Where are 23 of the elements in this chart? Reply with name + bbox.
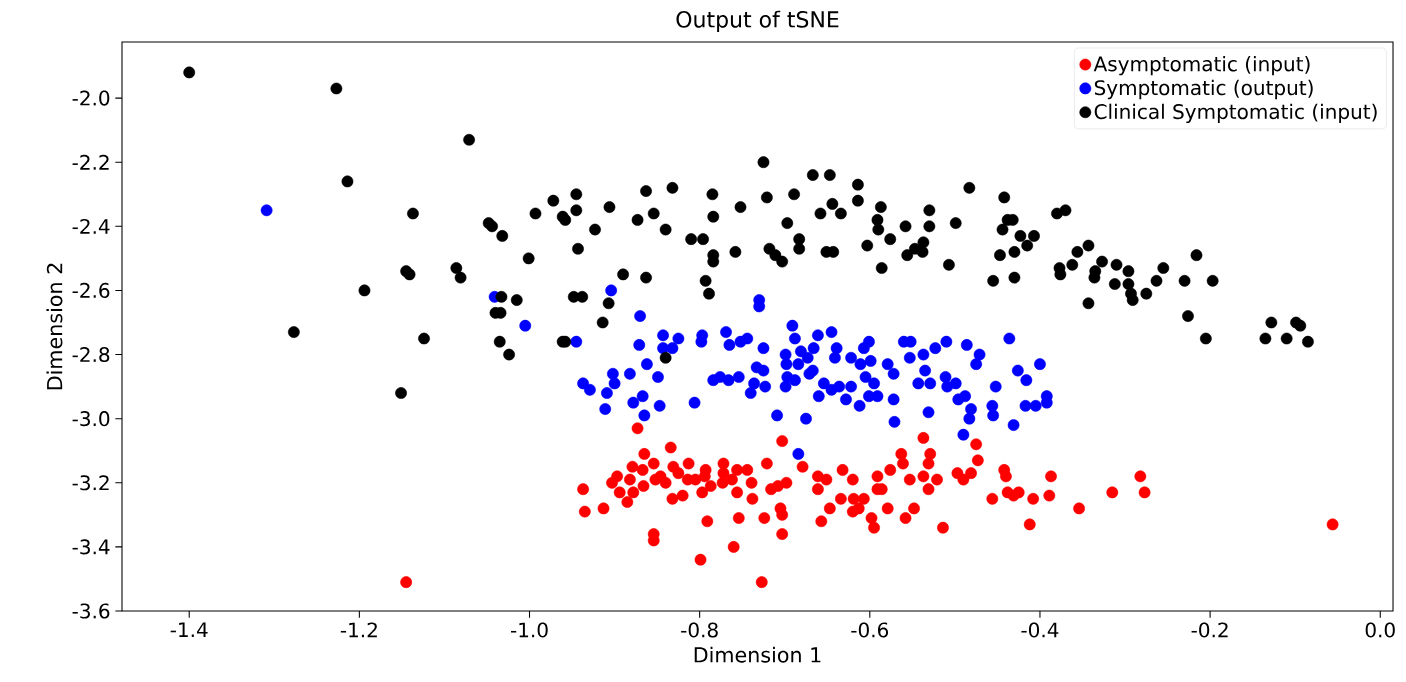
y-tick-label: -2.8 bbox=[72, 346, 110, 363]
y-tick-label: -2.2 bbox=[72, 154, 109, 170]
y-tick-label: -3.6 bbox=[72, 603, 110, 619]
x-tick-label: -0.6 bbox=[851, 622, 889, 638]
x-tick-label: -1.4 bbox=[170, 622, 208, 637]
x-tick-label: -1.0 bbox=[510, 622, 548, 638]
y-axis-title: Dimension 2 bbox=[46, 263, 63, 390]
legend-label: Asymptomatic (input) bbox=[1093, 55, 1310, 76]
chart-title: Output of tSNE bbox=[676, 10, 839, 32]
x-tick-label: -0.2 bbox=[1191, 622, 1228, 638]
x-tick-label: 0.0 bbox=[1365, 622, 1395, 638]
y-tick-label: -3.0 bbox=[72, 411, 110, 427]
y-tick-label: -2.4 bbox=[72, 218, 110, 234]
y-tick-label: -3.4 bbox=[72, 539, 110, 555]
x-axis-title: Dimension 1 bbox=[694, 646, 821, 663]
legend-label: Symptomatic (output) bbox=[1094, 79, 1313, 100]
y-tick-label: -2.6 bbox=[72, 282, 110, 299]
y-tick-label: -2.0 bbox=[72, 90, 110, 106]
x-tick-label: -0.8 bbox=[681, 622, 718, 638]
legend-label: Clinical Symptomatic (input) bbox=[1094, 103, 1377, 124]
x-tick-label: -0.4 bbox=[1021, 622, 1059, 638]
x-tick-label: -1.2 bbox=[340, 622, 377, 638]
y-tick-label: -3.2 bbox=[72, 475, 109, 491]
